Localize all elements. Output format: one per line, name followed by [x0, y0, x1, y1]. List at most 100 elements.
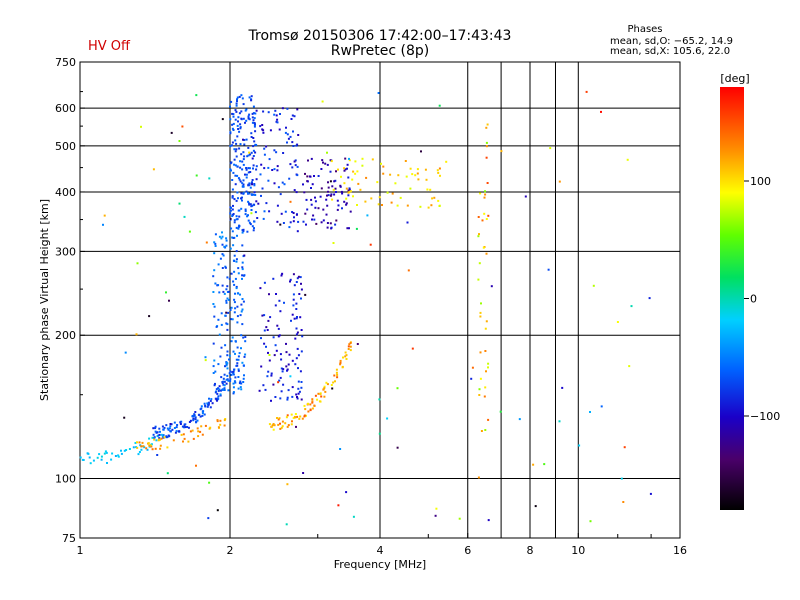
data-point: [558, 180, 561, 183]
data-point: [209, 406, 212, 409]
data-point: [238, 215, 241, 218]
data-point: [321, 159, 324, 162]
data-point: [485, 218, 488, 220]
data-point: [343, 200, 346, 203]
data-point: [232, 237, 235, 239]
data-point: [231, 144, 233, 147]
data-point: [247, 219, 250, 222]
data-point: [326, 226, 329, 229]
data-point: [217, 389, 220, 392]
data-point: [236, 100, 238, 103]
colorbar-tick-label: 100: [750, 175, 771, 188]
data-point: [242, 300, 245, 303]
data-point: [295, 281, 298, 283]
data-point: [251, 112, 254, 115]
data-point: [226, 350, 229, 353]
data-point: [171, 428, 174, 431]
data-point: [240, 110, 243, 113]
data-point: [106, 462, 108, 464]
data-point: [648, 297, 651, 300]
data-point: [376, 181, 379, 184]
data-point: [154, 425, 157, 428]
data-point: [252, 137, 255, 139]
data-point: [345, 203, 348, 206]
data-point: [210, 398, 213, 401]
data-point: [223, 387, 226, 390]
data-point: [253, 117, 256, 120]
data-point: [282, 222, 285, 224]
data-point: [235, 364, 238, 367]
data-point: [192, 417, 195, 420]
data-point: [189, 419, 192, 422]
data-point: [322, 208, 325, 211]
data-point: [244, 173, 246, 176]
data-point: [168, 427, 171, 430]
data-point: [223, 292, 226, 295]
data-point: [294, 164, 297, 167]
y-tick-label: 75: [62, 532, 76, 545]
data-point: [233, 368, 235, 371]
data-point: [524, 195, 527, 198]
data-point: [233, 260, 236, 262]
data-point: [248, 184, 251, 187]
data-point: [183, 437, 186, 440]
data-point: [297, 380, 300, 383]
data-point: [287, 389, 290, 392]
data-point: [311, 401, 314, 404]
data-point: [150, 443, 153, 446]
data-point: [483, 395, 486, 398]
data-point: [224, 365, 226, 368]
data-point: [148, 444, 151, 447]
data-point: [176, 424, 179, 426]
data-point: [172, 439, 175, 442]
data-point: [123, 449, 126, 452]
data-point: [381, 204, 383, 206]
data-point: [169, 423, 172, 425]
data-point: [254, 194, 257, 196]
data-point: [230, 161, 233, 164]
data-point: [430, 204, 433, 207]
data-point: [103, 214, 106, 217]
data-point: [487, 214, 490, 217]
data-point: [417, 178, 420, 181]
data-point: [269, 129, 272, 132]
data-point: [152, 427, 155, 430]
data-point: [232, 122, 235, 125]
data-point: [322, 388, 325, 391]
data-point: [213, 241, 216, 244]
data-point: [285, 523, 288, 526]
data-point: [213, 359, 216, 362]
data-point: [295, 144, 298, 147]
data-point: [407, 269, 410, 272]
data-point: [231, 230, 234, 233]
data-point: [292, 130, 294, 133]
data-point: [547, 268, 550, 271]
data-point: [221, 231, 223, 234]
data-point: [332, 242, 335, 244]
data-point: [263, 210, 266, 213]
data-point: [487, 366, 489, 369]
y-tick-label: 300: [55, 245, 76, 258]
data-point: [250, 209, 253, 211]
data-point: [222, 380, 225, 383]
data-point: [295, 393, 298, 396]
data-point: [88, 456, 91, 459]
data-point: [325, 381, 328, 384]
data-point: [294, 159, 297, 162]
data-point: [191, 415, 194, 418]
data-point: [160, 437, 163, 440]
data-point: [241, 168, 244, 171]
data-point: [273, 149, 276, 152]
data-point: [266, 375, 269, 378]
data-point: [253, 220, 256, 223]
data-point: [105, 451, 108, 454]
data-point: [276, 118, 279, 121]
data-point: [240, 388, 243, 391]
data-point: [248, 202, 250, 205]
data-point: [241, 266, 244, 269]
data-point: [333, 180, 336, 183]
data-point: [414, 174, 417, 177]
data-point: [235, 199, 238, 202]
data-point: [243, 355, 246, 358]
colorbar-ticks: 100 0 −100: [744, 175, 780, 423]
